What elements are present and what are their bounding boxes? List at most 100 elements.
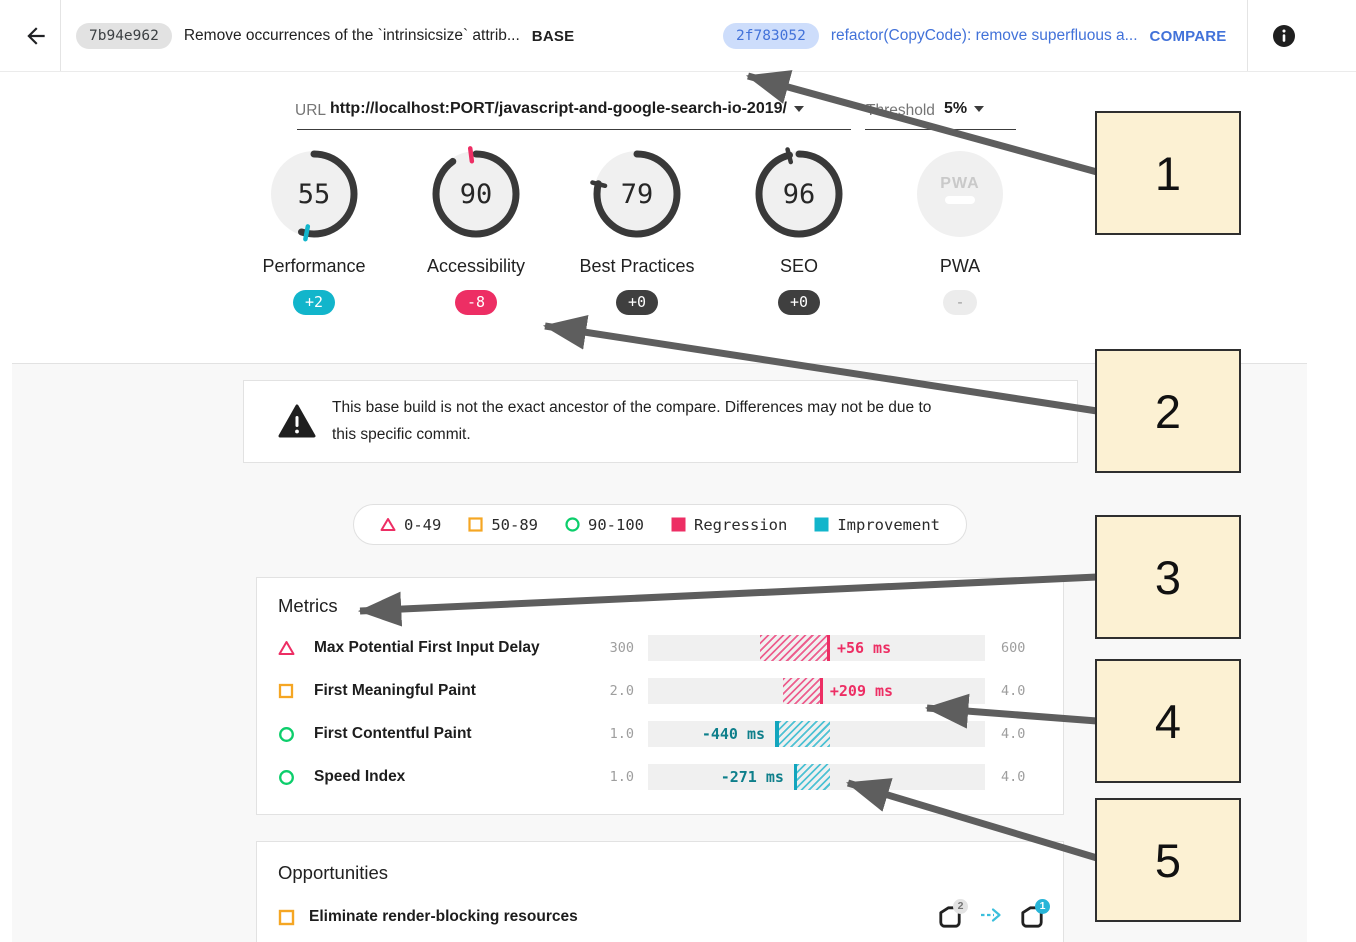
regression-band	[783, 678, 820, 704]
opportunities-card: Opportunities Eliminate render-blocking …	[256, 841, 1064, 942]
svg-text:PWA: PWA	[940, 175, 979, 192]
legend-item-regression: Regression	[671, 516, 787, 534]
metric-label[interactable]: First Contentful Paint	[314, 725, 472, 742]
category-label: Best Practices	[579, 256, 695, 276]
category-score-row: 55 Performance +2 90 Accessibility -8 79…	[0, 146, 1356, 326]
score-gauge: 79	[589, 146, 685, 242]
compare-report-icon[interactable]: 1	[1019, 899, 1050, 930]
warning-triangle-icon	[278, 404, 316, 445]
base-tag: BASE	[531, 27, 575, 45]
metric-max: 600	[1001, 640, 1026, 656]
annotation-box-1: 1	[1095, 111, 1241, 235]
metric-label[interactable]: Speed Index	[314, 768, 406, 785]
threshold-select-underline	[865, 129, 1016, 130]
annotation-box-5: 5	[1095, 798, 1241, 922]
opportunities-title: Opportunities	[278, 862, 389, 883]
score-value: 90	[459, 178, 493, 210]
base-report-icon[interactable]: 2	[937, 899, 968, 930]
base-count-badge: 2	[953, 899, 968, 914]
square-fill-icon	[671, 517, 686, 532]
improvement-band	[778, 721, 831, 747]
delta-value: +209 ms	[829, 682, 894, 700]
score-delta-badge: +0	[777, 290, 821, 315]
category-gauge-pwa[interactable]: PWA PWA -	[879, 146, 1041, 315]
base-commit-hash[interactable]: 7b94e962	[76, 23, 172, 49]
legend-item-improvement: Improvement	[814, 516, 940, 534]
metric-row: First Contentful Paint 1.0 -440 ms 4.0	[278, 719, 1049, 749]
score-value: 96	[782, 178, 816, 210]
header-divider	[60, 0, 61, 71]
metric-min: 300	[609, 640, 634, 656]
metric-label[interactable]: Max Potential First Input Delay	[314, 639, 540, 656]
category-gauge-seo[interactable]: 96 SEO +0	[718, 146, 880, 315]
score-delta-badge: -8	[454, 290, 498, 315]
circle-outline-icon	[565, 517, 580, 532]
annotation-box-2: 2	[1095, 349, 1241, 473]
score-gauge: 90	[428, 146, 524, 242]
delta-value: +56 ms	[836, 639, 892, 657]
metric-min: 1.0	[609, 726, 634, 742]
category-gauge-best-practices[interactable]: 79 Best Practices +0	[556, 146, 718, 315]
metric-rows: Max Potential First Input Delay 300 +56 …	[278, 633, 1049, 805]
delta-marker	[826, 635, 831, 661]
category-label: Performance	[262, 256, 366, 276]
base-commit-message: Remove occurrences of the `intrinsicsize…	[183, 27, 520, 44]
score-square-icon	[278, 683, 294, 699]
category-gauge-performance[interactable]: 55 Performance +2	[233, 146, 395, 315]
metrics-title: Metrics	[278, 595, 338, 616]
score-value	[912, 146, 1008, 242]
metric-row: Speed Index 1.0 -271 ms 4.0	[278, 762, 1049, 792]
opportunity-label: Eliminate render-blocking resources	[309, 908, 578, 925]
category-gauge-accessibility[interactable]: 90 Accessibility -8	[395, 146, 557, 315]
compare-commit-group[interactable]: 2f783052 refactor(CopyCode): remove supe…	[723, 0, 1227, 72]
compare-count-badge: 1	[1035, 899, 1050, 914]
metric-max: 4.0	[1001, 769, 1026, 785]
metric-bar: -440 ms	[648, 721, 985, 747]
annotation-box-3: 3	[1095, 515, 1241, 639]
base-commit-group[interactable]: 7b94e962 Remove occurrences of the `intr…	[76, 0, 574, 72]
compare-commit-message: refactor(CopyCode): remove superfluous a…	[830, 27, 1138, 44]
url-select-underline	[297, 129, 851, 130]
dashed-right-arrow-icon	[980, 907, 1002, 928]
score-triangle-icon	[278, 640, 295, 656]
metric-bar: +56 ms	[648, 635, 985, 661]
legend-item-90-100: 90-100	[565, 516, 644, 534]
opportunity-report-links: 2 1	[937, 899, 1050, 930]
back-arrow-icon[interactable]	[22, 23, 50, 49]
ancestor-warning-card: This base build is not the exact ancesto…	[243, 380, 1078, 463]
metric-min: 2.0	[609, 683, 634, 699]
info-icon[interactable]	[1272, 24, 1296, 48]
metric-row: First Meaningful Paint 2.0 +209 ms 4.0	[278, 676, 1049, 706]
score-legend: 0-49 50-89 90-100 Regression Improvement	[353, 504, 967, 545]
annotation-box-4: 4	[1095, 659, 1241, 783]
regression-band	[759, 635, 827, 661]
square-fill-icon	[814, 517, 829, 532]
delta-marker	[819, 678, 824, 704]
delta-marker	[793, 764, 798, 790]
score-gauge: PWA	[912, 146, 1008, 242]
opportunity-row[interactable]: Eliminate render-blocking resources 2 1	[278, 899, 1050, 930]
warning-text: This base build is not the exact ancesto…	[332, 399, 932, 444]
threshold-label: Threshold	[866, 102, 935, 119]
metric-label[interactable]: First Meaningful Paint	[314, 682, 476, 699]
score-square-icon	[278, 909, 295, 926]
metric-row: Max Potential First Input Delay 300 +56 …	[278, 633, 1049, 663]
score-value: 79	[620, 178, 654, 210]
score-delta-badge: +2	[292, 290, 336, 315]
category-label: PWA	[939, 256, 981, 276]
chevron-down-icon	[974, 105, 985, 112]
metric-max: 4.0	[1001, 683, 1026, 699]
square-outline-icon	[468, 517, 483, 532]
score-value: 55	[297, 178, 331, 210]
improvement-band	[797, 764, 831, 790]
url-select[interactable]: http://localhost:PORT/javascript-and-goo…	[330, 100, 804, 118]
header-divider	[1247, 0, 1248, 71]
category-label: SEO	[779, 256, 818, 276]
score-gauge: 55	[266, 146, 362, 242]
score-circle-icon	[278, 769, 295, 786]
threshold-select[interactable]: 5%	[944, 100, 985, 118]
score-circle-icon	[278, 726, 295, 743]
chevron-down-icon	[793, 105, 804, 112]
compare-commit-hash[interactable]: 2f783052	[723, 23, 819, 49]
